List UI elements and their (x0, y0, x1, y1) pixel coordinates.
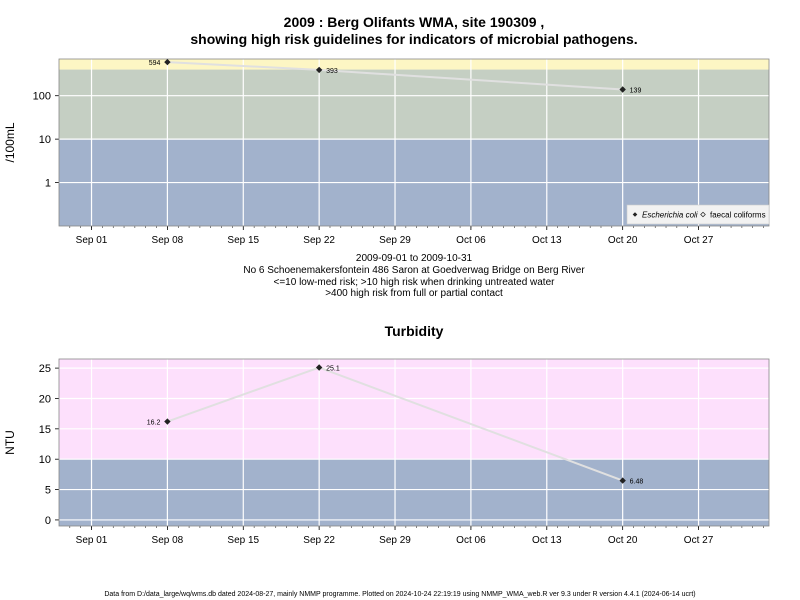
x-tick-label: Sep 01 (76, 235, 108, 246)
turbidity-chart: Sep 01 Sep 08 Sep 15 Sep 22 Sep 29 Oct 06 Oct … (3, 358, 770, 546)
y-tick-label: 0 (45, 515, 51, 527)
risk-band (59, 69, 769, 140)
legend-marker-ecoli (632, 212, 638, 217)
x-tick-label: Oct 20 (608, 235, 638, 246)
x-tick-label: Oct 06 (456, 535, 486, 546)
x-tick-label: Oct 13 (532, 235, 562, 246)
legend-box (626, 204, 770, 225)
x-tick-label: Sep 08 (152, 535, 184, 546)
x-tick-label: Sep 15 (227, 535, 259, 546)
chart-title-line1: 2009 : Berg Olifants WMA, site 190309 , (284, 14, 545, 30)
x-tick-label: Oct 27 (684, 535, 714, 546)
y-tick-label: 5 (45, 485, 51, 497)
microbial-chart: Sep 01 Sep 08 Sep 15 Sep 22 Sep 29 Oct 06 Oct … (3, 58, 770, 246)
turbidity-title: Turbidity (385, 323, 444, 339)
data-point (164, 58, 171, 66)
chart-title-line2: showing high risk guidelines for indicat… (190, 31, 637, 47)
data-point (315, 66, 323, 74)
data-label: 6.48 (630, 479, 644, 486)
x-tick-label: Sep 15 (227, 235, 259, 246)
data-label: 393 (326, 68, 338, 75)
x-tick-label: Oct 27 (684, 235, 714, 246)
data-point (164, 418, 171, 425)
y-tick-label: 1 (45, 178, 51, 190)
x-tick-label: Sep 29 (379, 235, 411, 246)
data-point (315, 364, 323, 371)
x-tick-label: Oct 20 (608, 535, 638, 546)
x-tick-label: Sep 01 (76, 535, 108, 546)
plot-frame (58, 58, 770, 227)
data-label: 139 (630, 87, 642, 94)
x-tick-label: Sep 22 (303, 535, 335, 546)
plot-frame (58, 358, 770, 527)
risk-band (59, 459, 769, 526)
x-tick-label: Sep 29 (379, 535, 411, 546)
data-label: 594 (149, 60, 161, 67)
risk-band (59, 59, 769, 70)
legend-label-ecoli: Escherichia coli (642, 211, 698, 220)
x-tick-label: Oct 13 (532, 535, 562, 546)
x-tick-label: Sep 22 (303, 235, 335, 246)
data-label: 16.2 (147, 420, 161, 427)
y-tick-label: 10 (39, 454, 51, 466)
y-tick-label: 100 (33, 91, 51, 103)
site-description: No 6 Schoenemakersfontein 486 Saron at G… (243, 265, 585, 276)
risk-band (59, 359, 769, 460)
date-range: 2009-09-01 to 2009-10-31 (356, 253, 473, 264)
x-tick-label: Sep 08 (152, 235, 184, 246)
y-tick-label: 25 (39, 363, 51, 375)
footer-note: Data from D:/data_large/wq/wms.db dated … (104, 591, 695, 598)
legend-marker-faecal (700, 211, 706, 218)
data-point (619, 477, 626, 484)
y-tick-label: 20 (39, 393, 51, 405)
legend-label-faecal: faecal coliforms (710, 211, 766, 220)
y-axis-label: NTU (3, 430, 17, 455)
data-label: 25.1 (326, 366, 340, 373)
y-tick-label: 10 (39, 134, 51, 146)
guideline-note-2: >400 high risk from full or partial cont… (325, 288, 503, 299)
guideline-note-1: <=10 low-med risk; >10 high risk when dr… (274, 277, 556, 288)
y-axis-label: /100mL (3, 122, 17, 162)
y-tick-label: 15 (39, 424, 51, 436)
data-point (619, 86, 626, 93)
x-tick-label: Oct 06 (456, 235, 486, 246)
